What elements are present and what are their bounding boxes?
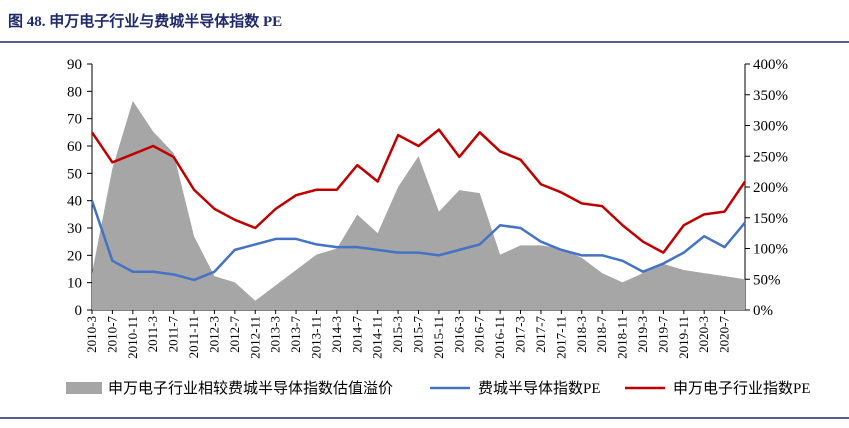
line <box>90 200 746 282</box>
y-tick-label: 10 <box>67 276 82 292</box>
x-tick-label: 2018-3 <box>574 316 589 353</box>
x-tick-label: 2016-7 <box>472 316 487 353</box>
y2-tick-label: 250% <box>753 149 788 165</box>
chart-title: 图 48. 申万电子行业与费城半导体指数 PE <box>8 12 282 30</box>
x-tick-label: 2011-3 <box>145 316 160 352</box>
x-tick-label: 2011-7 <box>166 316 181 353</box>
x-tick-label: 2015-7 <box>411 316 426 353</box>
y2-tick-label: 100% <box>753 242 788 258</box>
y-tick-label: 40 <box>67 194 82 210</box>
x-tick-label: 2020-3 <box>696 316 711 353</box>
x-tick-label: 2019-11 <box>676 316 691 359</box>
x-tick-label: 2016-11 <box>492 316 507 359</box>
x-tick-label: 2020-7 <box>717 316 732 353</box>
legend-label: 申万电子行业指数PE <box>673 380 811 397</box>
y-tick-label: 70 <box>67 112 82 128</box>
y2-tick-label: 400% <box>753 57 788 73</box>
x-tick-label: 2010-7 <box>104 316 119 353</box>
y-tick-label: 80 <box>67 84 82 100</box>
y-tick-label: 0 <box>75 303 83 319</box>
x-tick-label: 2014-3 <box>329 316 344 353</box>
y2-tick-label: 50% <box>753 272 781 288</box>
y-tick-label: 20 <box>67 248 82 264</box>
x-tick-label: 2015-11 <box>431 316 446 359</box>
x-tick-label: 2019-3 <box>635 316 650 353</box>
x-tick-label: 2012-7 <box>227 316 242 353</box>
y2-tick-label: 0% <box>753 303 773 319</box>
x-tick-label: 2010-11 <box>125 316 140 359</box>
y-tick-label: 50 <box>67 166 82 182</box>
x-tick-label: 2017-11 <box>553 316 568 359</box>
x-tick-label: 2015-3 <box>390 316 405 353</box>
x-tick-label: 2016-3 <box>451 316 466 353</box>
x-tick-label: 2014-7 <box>349 316 364 353</box>
area <box>92 100 745 311</box>
y2-tick-label: 350% <box>753 88 788 104</box>
legend-label: 费城半导体指数PE <box>478 380 601 397</box>
y-tick-label: 30 <box>67 221 82 237</box>
y-tick-label: 90 <box>67 57 82 73</box>
x-tick-label: 2013-3 <box>268 316 283 353</box>
x-tick-label: 2018-7 <box>594 316 609 353</box>
x-tick-label: 2013-7 <box>288 316 303 353</box>
x-tick-label: 2014-11 <box>370 316 385 359</box>
x-tick-label: 2017-3 <box>513 316 528 353</box>
y2-tick-label: 200% <box>753 180 788 196</box>
x-tick-label: 2010-3 <box>84 316 99 353</box>
legend-swatch <box>66 382 102 394</box>
x-tick-label: 2019-7 <box>655 316 670 353</box>
legend-label: 申万电子行业相较费城半导体指数估值溢价 <box>108 379 393 397</box>
x-tick-label: 2013-11 <box>308 316 323 359</box>
x-tick-label: 2012-3 <box>206 316 221 353</box>
x-tick-label: 2017-7 <box>533 316 548 353</box>
y2-tick-label: 300% <box>753 119 788 135</box>
line <box>90 128 747 254</box>
x-tick-label: 2012-11 <box>247 316 262 359</box>
x-tick-label: 2018-11 <box>615 316 630 359</box>
y-tick-label: 60 <box>67 139 82 155</box>
x-tick-label: 2011-11 <box>186 316 201 358</box>
y2-tick-label: 150% <box>753 211 788 227</box>
